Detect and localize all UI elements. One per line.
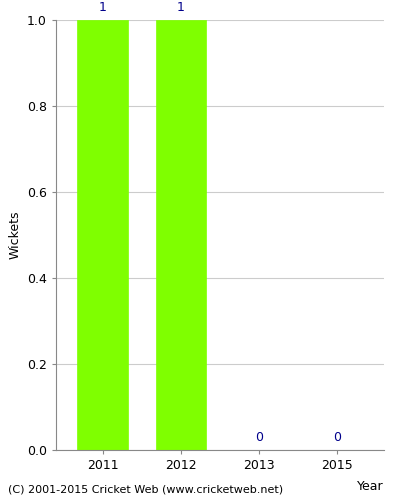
Text: 1: 1: [99, 0, 107, 14]
Text: Year: Year: [357, 480, 384, 493]
Text: 0: 0: [333, 430, 341, 444]
Bar: [78, 20, 128, 450]
Text: 1: 1: [177, 0, 185, 14]
Bar: [156, 20, 206, 450]
Y-axis label: Wickets: Wickets: [8, 211, 22, 259]
Text: (C) 2001-2015 Cricket Web (www.cricketweb.net): (C) 2001-2015 Cricket Web (www.cricketwe…: [8, 485, 283, 495]
Text: 0: 0: [255, 430, 263, 444]
